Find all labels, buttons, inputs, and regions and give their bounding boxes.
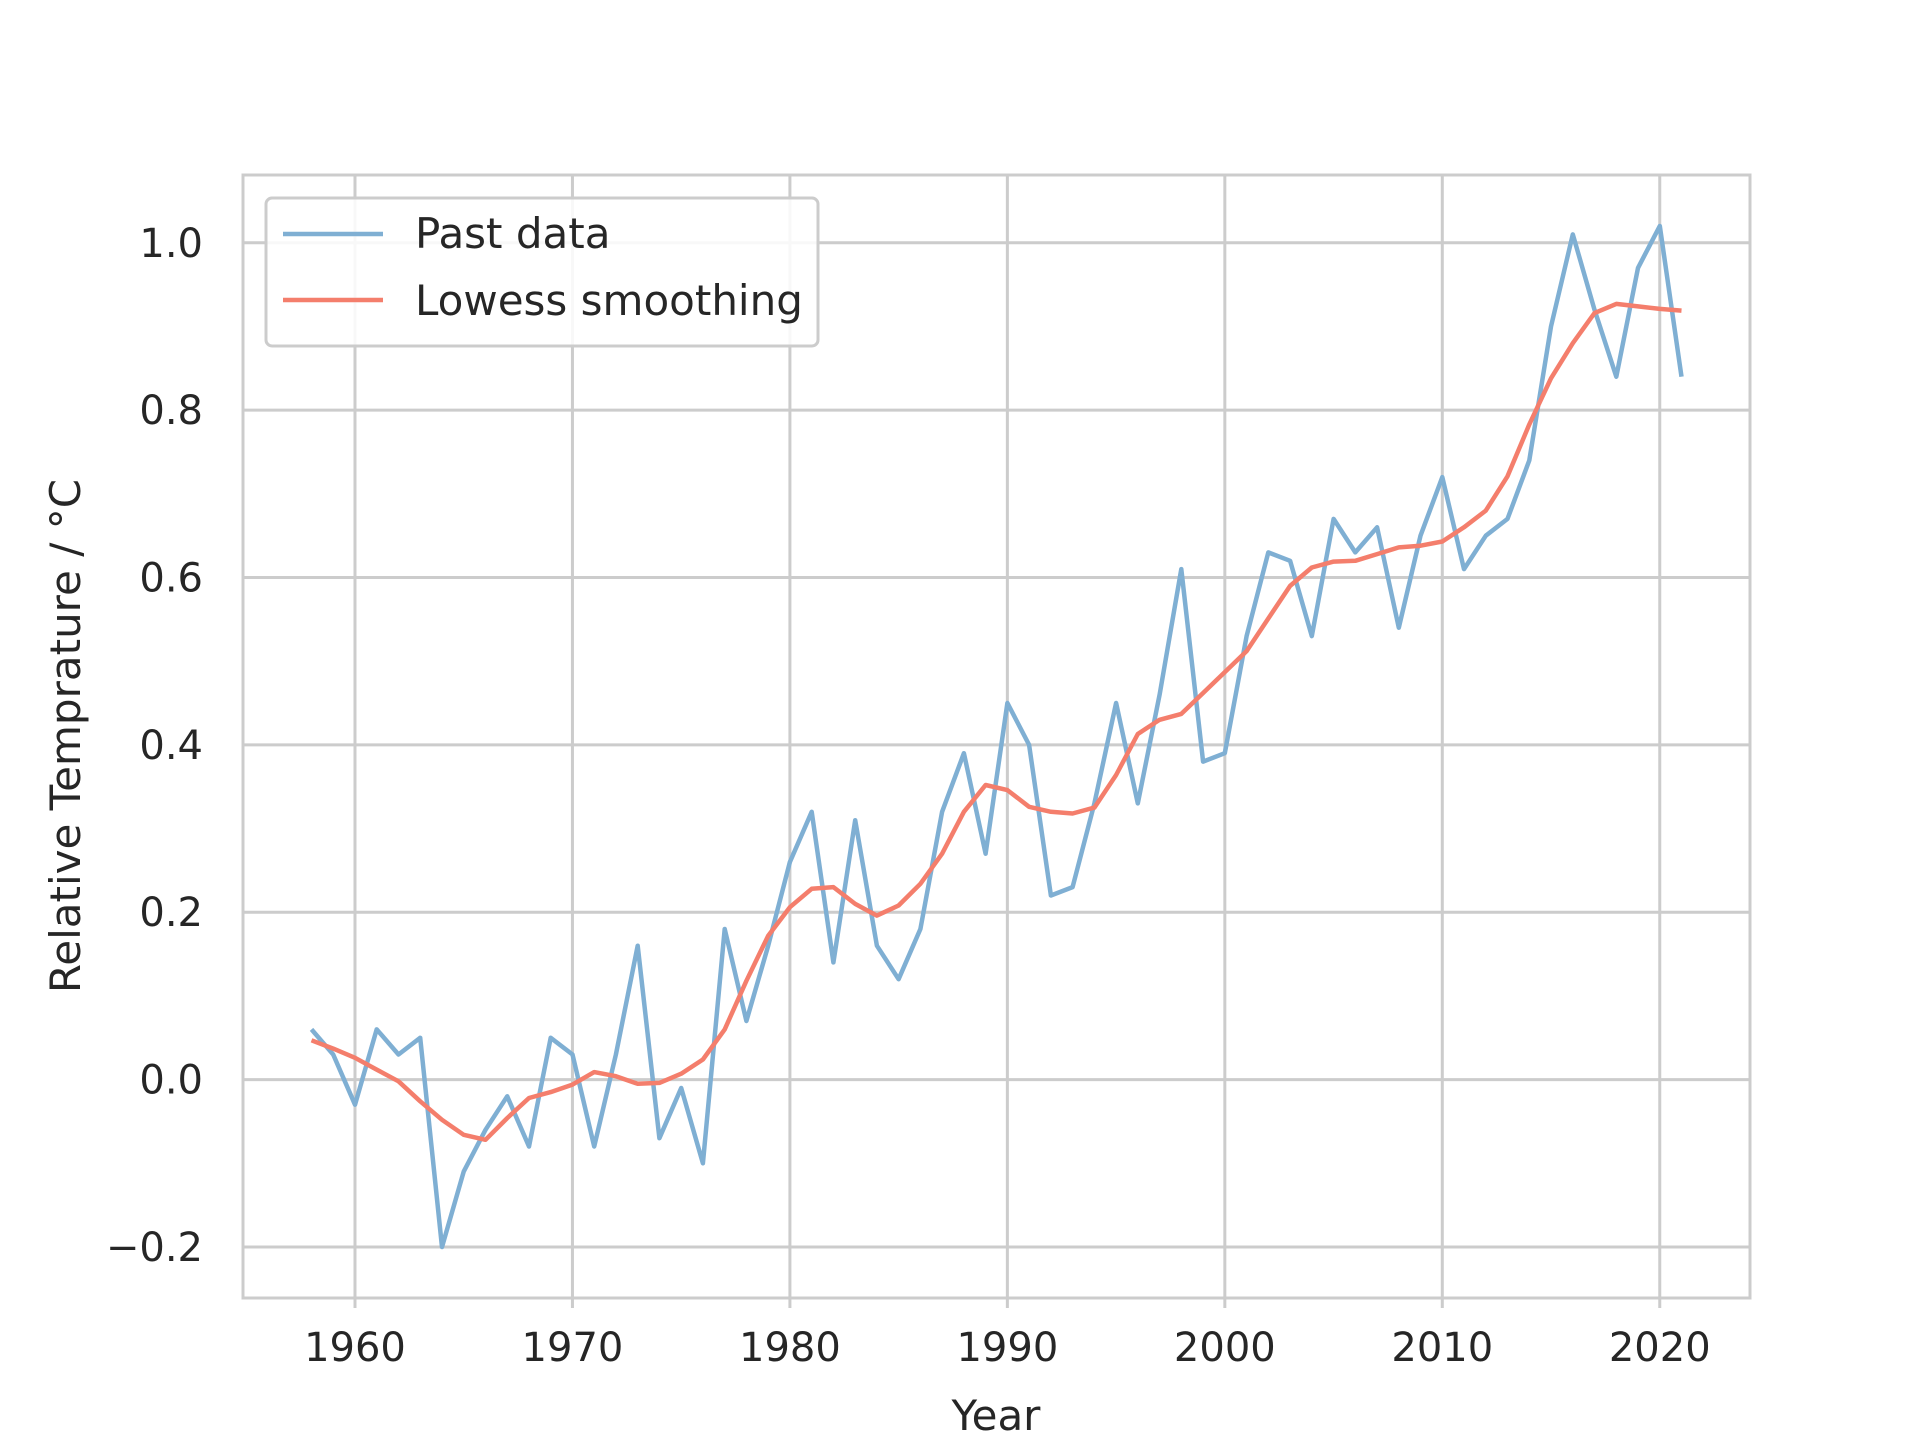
x-tick-label: 1990 [956, 1325, 1058, 1371]
legend-box [264, 196, 820, 348]
legend-label-past-data: Past data [415, 209, 610, 258]
y-tick-label: 0.2 [139, 890, 203, 936]
y-tick-label: 0.4 [139, 723, 203, 769]
y-tick-label: 0.6 [139, 556, 203, 602]
y-tick-label: 0.0 [139, 1058, 203, 1104]
plot-frame [241, 173, 1752, 1300]
x-tick-label: 2020 [1609, 1325, 1711, 1371]
x-tick-label: 1970 [522, 1325, 624, 1371]
x-axis-label: Year [951, 1391, 1042, 1440]
series-lines [309, 223, 1684, 1250]
legend: Past data Lowess smoothing [264, 196, 820, 348]
x-tick-label: 1980 [739, 1325, 841, 1371]
x-tick-label: 1960 [304, 1325, 406, 1371]
x-tick-label: 2000 [1174, 1325, 1276, 1371]
y-tick-label: 1.0 [139, 221, 203, 267]
axis-ticks: 1960 1970 1980 1990 2000 2010 2020 −0.2 0.0 0.2 0.… [106, 221, 1711, 1371]
y-tick-label: 0.8 [139, 388, 203, 434]
grid-lines [243, 175, 1750, 1298]
legend-label-lowess-smoothing: Lowess smoothing [415, 276, 803, 325]
lowess-smoothing-line [310, 301, 1682, 1143]
x-tick-label: 2010 [1391, 1325, 1493, 1371]
y-axis-label: Relative Temprature / °C [41, 479, 90, 993]
y-tick-label: −0.2 [106, 1225, 203, 1271]
past-data-line [309, 223, 1684, 1250]
